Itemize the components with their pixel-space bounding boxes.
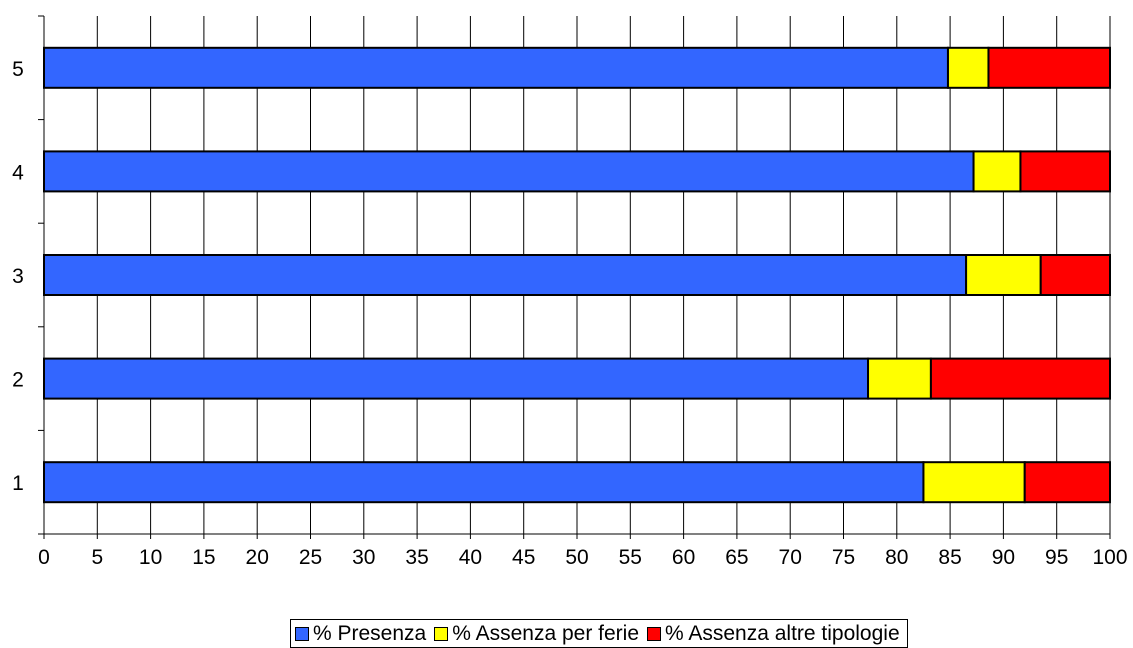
y-tick-label-2: 2	[12, 369, 24, 392]
bar-cat1-series1	[922, 461, 1026, 504]
x-tick-label-45: 45	[512, 546, 535, 569]
x-tick-label-80: 80	[885, 546, 908, 569]
x-tick-label-20: 20	[246, 546, 269, 569]
x-tick-labels: 0 5 10 15 20 25 30 35 40 45 50 55 60 65 70 75 80 85 90 95 10…	[38, 546, 1127, 569]
x-tick-label-40: 40	[459, 546, 482, 569]
x-tick-label-0: 0	[38, 546, 50, 569]
bar-cat4-series1	[972, 150, 1022, 193]
legend-item-presenza: % Presenza	[295, 623, 426, 644]
bars	[43, 46, 1112, 504]
legend-swatch-altre	[647, 626, 661, 641]
x-tick-label-5: 5	[91, 546, 103, 569]
x-tick-label-55: 55	[619, 546, 642, 569]
y-tick-label-1: 1	[12, 472, 24, 495]
x-tick-label-95: 95	[1045, 546, 1068, 569]
x-tick-label-100: 100	[1092, 546, 1127, 569]
bar-cat5-series2	[987, 46, 1112, 89]
x-tick-label-10: 10	[139, 546, 162, 569]
bar-cat2-series1	[867, 357, 932, 400]
x-tick-label-15: 15	[192, 546, 215, 569]
legend-label-presenza: % Presenza	[313, 622, 427, 645]
bar-cat3-series2	[1039, 254, 1111, 296]
axes	[38, 15, 1111, 539]
x-tick-label-60: 60	[672, 546, 695, 569]
y-tick-label-4: 4	[12, 161, 24, 184]
legend-item-altre: % Assenza altre tipologie	[647, 623, 900, 644]
bar-cat4-series0	[43, 150, 975, 193]
x-tick-label-70: 70	[779, 546, 802, 569]
x-tick-label-30: 30	[352, 546, 375, 569]
bar-cat1-series0	[43, 461, 925, 504]
legend-label-altre: % Assenza altre tipologie	[665, 622, 900, 645]
legend-item-ferie: % Assenza per ferie	[434, 623, 639, 644]
bar-cat2-series0	[43, 357, 870, 400]
bar-cat4-series2	[1019, 150, 1111, 193]
y-tick-label-3: 3	[12, 265, 24, 288]
bar-cat5-series1	[946, 46, 990, 89]
legend: % Presenza % Assenza per ferie % Assenza…	[290, 619, 908, 648]
bar-cat3-series1	[965, 254, 1042, 296]
bar-cat1-series2	[1023, 461, 1111, 504]
bar-cat2-series2	[929, 357, 1111, 400]
legend-swatch-presenza	[295, 626, 309, 641]
x-tick-label-25: 25	[299, 546, 322, 569]
x-tick-label-90: 90	[992, 546, 1015, 569]
legend-label-ferie: % Assenza per ferie	[452, 622, 639, 645]
y-tick-labels: 1 2 3 4 5	[12, 58, 24, 495]
x-tick-label-65: 65	[725, 546, 748, 569]
legend-swatch-ferie	[434, 626, 449, 641]
y-tick-label-5: 5	[12, 58, 24, 81]
bar-cat5-series0	[43, 46, 949, 89]
x-tick-label-35: 35	[405, 546, 428, 569]
bar-cat3-series0	[43, 254, 968, 296]
x-tick-label-75: 75	[832, 546, 855, 569]
x-tick-label-50: 50	[565, 546, 588, 569]
x-tick-label-85: 85	[938, 546, 961, 569]
